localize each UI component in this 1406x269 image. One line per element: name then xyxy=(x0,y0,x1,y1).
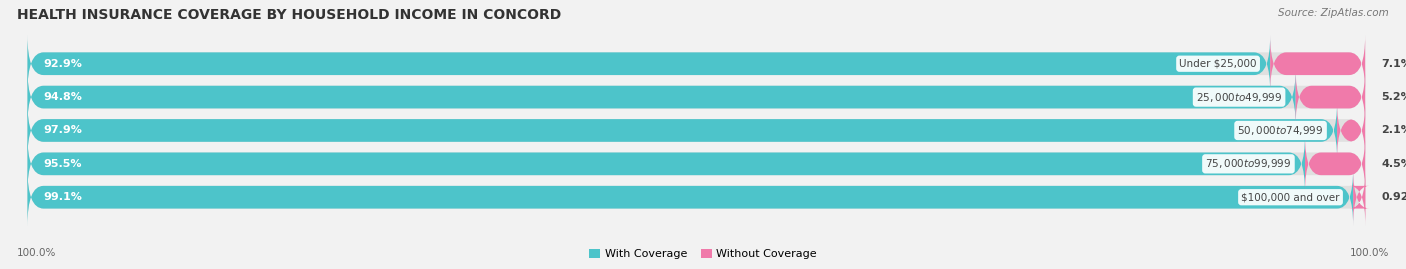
FancyBboxPatch shape xyxy=(1350,168,1369,226)
FancyBboxPatch shape xyxy=(28,35,1270,93)
FancyBboxPatch shape xyxy=(1305,135,1365,193)
Text: 5.2%: 5.2% xyxy=(1381,92,1406,102)
Text: 99.1%: 99.1% xyxy=(44,192,83,202)
Text: 7.1%: 7.1% xyxy=(1381,59,1406,69)
FancyBboxPatch shape xyxy=(28,102,1337,159)
Text: 94.8%: 94.8% xyxy=(44,92,83,102)
FancyBboxPatch shape xyxy=(28,68,1295,126)
FancyBboxPatch shape xyxy=(1270,35,1365,93)
Text: 2.1%: 2.1% xyxy=(1381,125,1406,136)
Text: 97.9%: 97.9% xyxy=(44,125,83,136)
FancyBboxPatch shape xyxy=(28,35,1365,93)
FancyBboxPatch shape xyxy=(28,68,1365,126)
FancyBboxPatch shape xyxy=(28,102,1365,159)
FancyBboxPatch shape xyxy=(1295,68,1365,126)
Text: 100.0%: 100.0% xyxy=(1350,248,1389,258)
Text: $50,000 to $74,999: $50,000 to $74,999 xyxy=(1237,124,1323,137)
Text: HEALTH INSURANCE COVERAGE BY HOUSEHOLD INCOME IN CONCORD: HEALTH INSURANCE COVERAGE BY HOUSEHOLD I… xyxy=(17,8,561,22)
Text: $100,000 and over: $100,000 and over xyxy=(1241,192,1340,202)
Text: Under $25,000: Under $25,000 xyxy=(1180,59,1257,69)
Legend: With Coverage, Without Coverage: With Coverage, Without Coverage xyxy=(585,244,821,263)
Text: 0.92%: 0.92% xyxy=(1382,192,1406,202)
Text: 100.0%: 100.0% xyxy=(17,248,56,258)
Text: $25,000 to $49,999: $25,000 to $49,999 xyxy=(1197,91,1282,104)
FancyBboxPatch shape xyxy=(28,135,1305,193)
Text: $75,000 to $99,999: $75,000 to $99,999 xyxy=(1205,157,1292,170)
FancyBboxPatch shape xyxy=(28,168,1365,226)
FancyBboxPatch shape xyxy=(28,135,1365,193)
Text: 4.5%: 4.5% xyxy=(1381,159,1406,169)
FancyBboxPatch shape xyxy=(28,168,1353,226)
Text: 92.9%: 92.9% xyxy=(44,59,83,69)
Text: Source: ZipAtlas.com: Source: ZipAtlas.com xyxy=(1278,8,1389,18)
FancyBboxPatch shape xyxy=(1337,102,1365,159)
Text: 95.5%: 95.5% xyxy=(44,159,82,169)
